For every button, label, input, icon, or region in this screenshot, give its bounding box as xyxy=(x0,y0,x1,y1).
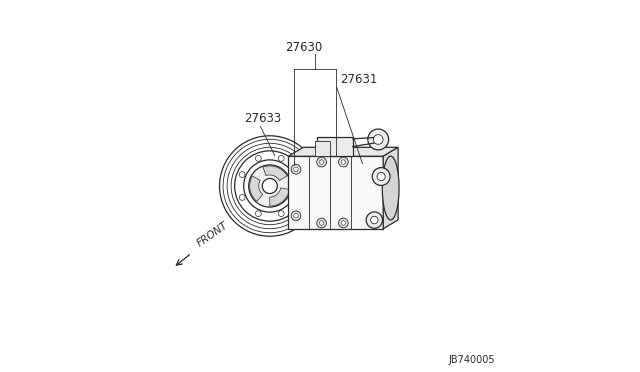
Circle shape xyxy=(278,155,284,161)
Circle shape xyxy=(239,195,245,201)
Polygon shape xyxy=(383,147,398,229)
Circle shape xyxy=(341,221,346,225)
Text: 27630: 27630 xyxy=(285,41,322,54)
Circle shape xyxy=(373,135,383,144)
Polygon shape xyxy=(250,176,262,201)
Circle shape xyxy=(239,171,245,177)
Circle shape xyxy=(319,160,324,164)
Circle shape xyxy=(294,214,298,218)
Circle shape xyxy=(291,211,301,221)
Bar xyxy=(289,156,383,229)
Circle shape xyxy=(294,195,300,201)
Circle shape xyxy=(339,157,348,167)
Ellipse shape xyxy=(382,156,399,220)
Circle shape xyxy=(371,217,378,224)
Text: FRONT: FRONT xyxy=(195,220,230,248)
Circle shape xyxy=(366,212,383,228)
Circle shape xyxy=(341,160,346,164)
Text: JB740005: JB740005 xyxy=(448,355,495,365)
Bar xyxy=(317,137,353,156)
Circle shape xyxy=(262,179,277,193)
Circle shape xyxy=(317,157,326,167)
Circle shape xyxy=(372,168,390,186)
Text: 27631: 27631 xyxy=(340,73,378,86)
Polygon shape xyxy=(263,166,287,180)
Circle shape xyxy=(339,218,348,228)
Circle shape xyxy=(278,211,284,217)
Bar xyxy=(315,141,330,156)
Circle shape xyxy=(319,221,324,225)
Circle shape xyxy=(255,211,261,217)
Text: 27633: 27633 xyxy=(244,112,281,125)
Polygon shape xyxy=(270,188,289,206)
Circle shape xyxy=(255,155,261,161)
Circle shape xyxy=(294,167,298,171)
Circle shape xyxy=(291,164,301,174)
Circle shape xyxy=(317,218,326,228)
Polygon shape xyxy=(289,147,398,156)
Circle shape xyxy=(294,171,300,177)
Circle shape xyxy=(377,173,385,181)
Circle shape xyxy=(249,165,291,207)
Circle shape xyxy=(368,129,388,150)
